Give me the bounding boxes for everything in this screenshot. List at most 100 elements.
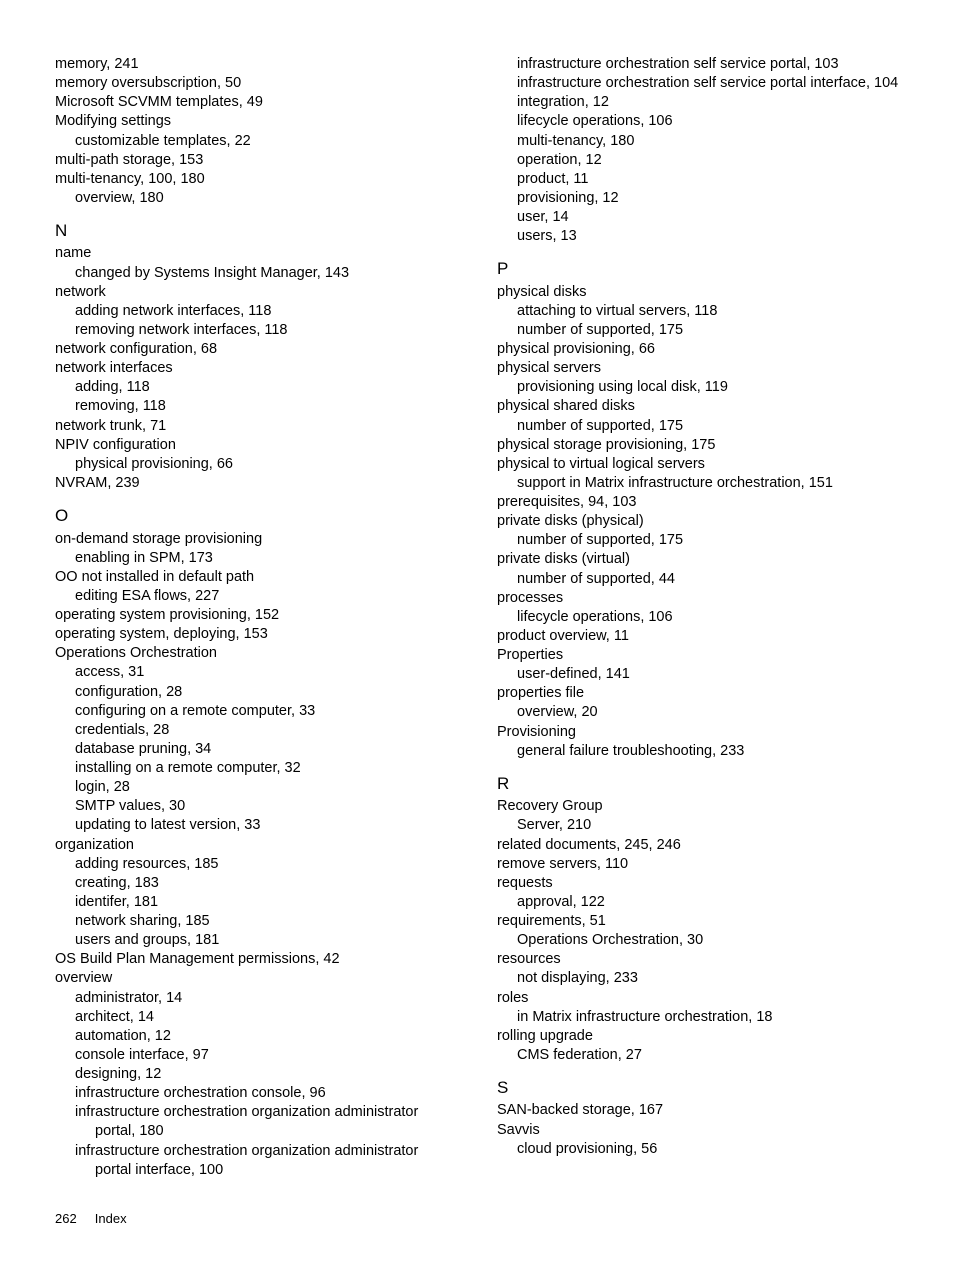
index-entry: Properties	[497, 646, 899, 665]
index-entry: installing on a remote computer, 32	[55, 759, 457, 778]
index-entry: network	[55, 283, 457, 302]
index-entry: adding resources, 185	[55, 855, 457, 874]
index-entry: not displaying, 233	[497, 969, 899, 988]
index-entry: editing ESA flows, 227	[55, 587, 457, 606]
index-entry: number of supported, 175	[497, 417, 899, 436]
index-entry: NPIV configuration	[55, 436, 457, 455]
index-entry: overview, 20	[497, 703, 899, 722]
index-entry: database pruning, 34	[55, 740, 457, 759]
index-entry: designing, 12	[55, 1065, 457, 1084]
index-entry: Operations Orchestration, 30	[497, 931, 899, 950]
index-entry: provisioning, 12	[497, 189, 899, 208]
index-entry: network sharing, 185	[55, 912, 457, 931]
index-entry: number of supported, 44	[497, 570, 899, 589]
index-entry: lifecycle operations, 106	[497, 112, 899, 131]
index-entry: login, 28	[55, 778, 457, 797]
index-section-heading: R	[497, 773, 899, 795]
index-entry: support in Matrix infrastructure orchest…	[497, 474, 899, 493]
index-entry: lifecycle operations, 106	[497, 608, 899, 627]
index-section-heading: N	[55, 220, 457, 242]
index-entry: number of supported, 175	[497, 531, 899, 550]
index-entry: physical to virtual logical servers	[497, 455, 899, 474]
index-section-heading: O	[55, 505, 457, 527]
index-entry: product overview, 11	[497, 627, 899, 646]
index-entry: physical provisioning, 66	[497, 340, 899, 359]
index-entry: removing network interfaces, 118	[55, 321, 457, 340]
index-section-heading: P	[497, 258, 899, 280]
index-entry: access, 31	[55, 663, 457, 682]
index-entry: processes	[497, 589, 899, 608]
page-number: 262	[55, 1211, 77, 1226]
index-entry: user-defined, 141	[497, 665, 899, 684]
index-entry: in Matrix infrastructure orchestration, …	[497, 1008, 899, 1027]
index-entry: users, 13	[497, 227, 899, 246]
index-entry: network trunk, 71	[55, 417, 457, 436]
index-entry: changed by Systems Insight Manager, 143	[55, 264, 457, 283]
index-columns: memory, 241memory oversubscription, 50Mi…	[55, 55, 899, 1180]
index-entry: physical shared disks	[497, 397, 899, 416]
index-entry: cloud provisioning, 56	[497, 1140, 899, 1159]
index-entry: physical storage provisioning, 175	[497, 436, 899, 455]
index-entry: multi-tenancy, 100, 180	[55, 170, 457, 189]
index-entry: name	[55, 244, 457, 263]
index-entry: infrastructure orchestration self servic…	[497, 55, 899, 74]
index-entry: user, 14	[497, 208, 899, 227]
index-entry: administrator, 14	[55, 989, 457, 1008]
index-entry: configuration, 28	[55, 683, 457, 702]
index-entry: credentials, 28	[55, 721, 457, 740]
index-entry: infrastructure orchestration organizatio…	[55, 1103, 457, 1141]
index-column-right: infrastructure orchestration self servic…	[497, 55, 899, 1180]
index-entry: configuring on a remote computer, 33	[55, 702, 457, 721]
index-entry: memory oversubscription, 50	[55, 74, 457, 93]
index-entry: adding network interfaces, 118	[55, 302, 457, 321]
index-section-heading: S	[497, 1077, 899, 1099]
index-entry: remove servers, 110	[497, 855, 899, 874]
index-entry: general failure troubleshooting, 233	[497, 742, 899, 761]
index-entry: updating to latest version, 33	[55, 816, 457, 835]
index-entry: architect, 14	[55, 1008, 457, 1027]
index-entry: removing, 118	[55, 397, 457, 416]
index-entry: physical provisioning, 66	[55, 455, 457, 474]
index-entry: OO not installed in default path	[55, 568, 457, 587]
index-entry: Operations Orchestration	[55, 644, 457, 663]
index-entry: number of supported, 175	[497, 321, 899, 340]
index-entry: Provisioning	[497, 723, 899, 742]
index-entry: operation, 12	[497, 151, 899, 170]
index-entry: users and groups, 181	[55, 931, 457, 950]
index-entry: overview, 180	[55, 189, 457, 208]
index-entry: OS Build Plan Management permissions, 42	[55, 950, 457, 969]
index-entry: creating, 183	[55, 874, 457, 893]
index-entry: Server, 210	[497, 816, 899, 835]
index-column-left: memory, 241memory oversubscription, 50Mi…	[55, 55, 457, 1180]
index-entry: roles	[497, 989, 899, 1008]
index-entry: requests	[497, 874, 899, 893]
index-entry: infrastructure orchestration organizatio…	[55, 1142, 457, 1180]
index-entry: Modifying settings	[55, 112, 457, 131]
index-entry: infrastructure orchestration console, 96	[55, 1084, 457, 1103]
index-entry: private disks (virtual)	[497, 550, 899, 569]
index-entry: network interfaces	[55, 359, 457, 378]
index-entry: on-demand storage provisioning	[55, 530, 457, 549]
index-entry: approval, 122	[497, 893, 899, 912]
index-entry: private disks (physical)	[497, 512, 899, 531]
index-entry: multi-tenancy, 180	[497, 132, 899, 151]
index-entry: multi-path storage, 153	[55, 151, 457, 170]
index-entry: provisioning using local disk, 119	[497, 378, 899, 397]
index-entry: network configuration, 68	[55, 340, 457, 359]
index-entry: Savvis	[497, 1121, 899, 1140]
index-entry: resources	[497, 950, 899, 969]
index-entry: product, 11	[497, 170, 899, 189]
index-entry: NVRAM, 239	[55, 474, 457, 493]
page-footer: 262 Index	[55, 1210, 899, 1227]
index-entry: requirements, 51	[497, 912, 899, 931]
index-entry: organization	[55, 836, 457, 855]
index-entry: enabling in SPM, 173	[55, 549, 457, 568]
index-entry: memory, 241	[55, 55, 457, 74]
index-entry: physical servers	[497, 359, 899, 378]
index-entry: customizable templates, 22	[55, 132, 457, 151]
index-entry: prerequisites, 94, 103	[497, 493, 899, 512]
index-entry: Recovery Group	[497, 797, 899, 816]
index-entry: adding, 118	[55, 378, 457, 397]
index-entry: properties file	[497, 684, 899, 703]
index-entry: automation, 12	[55, 1027, 457, 1046]
